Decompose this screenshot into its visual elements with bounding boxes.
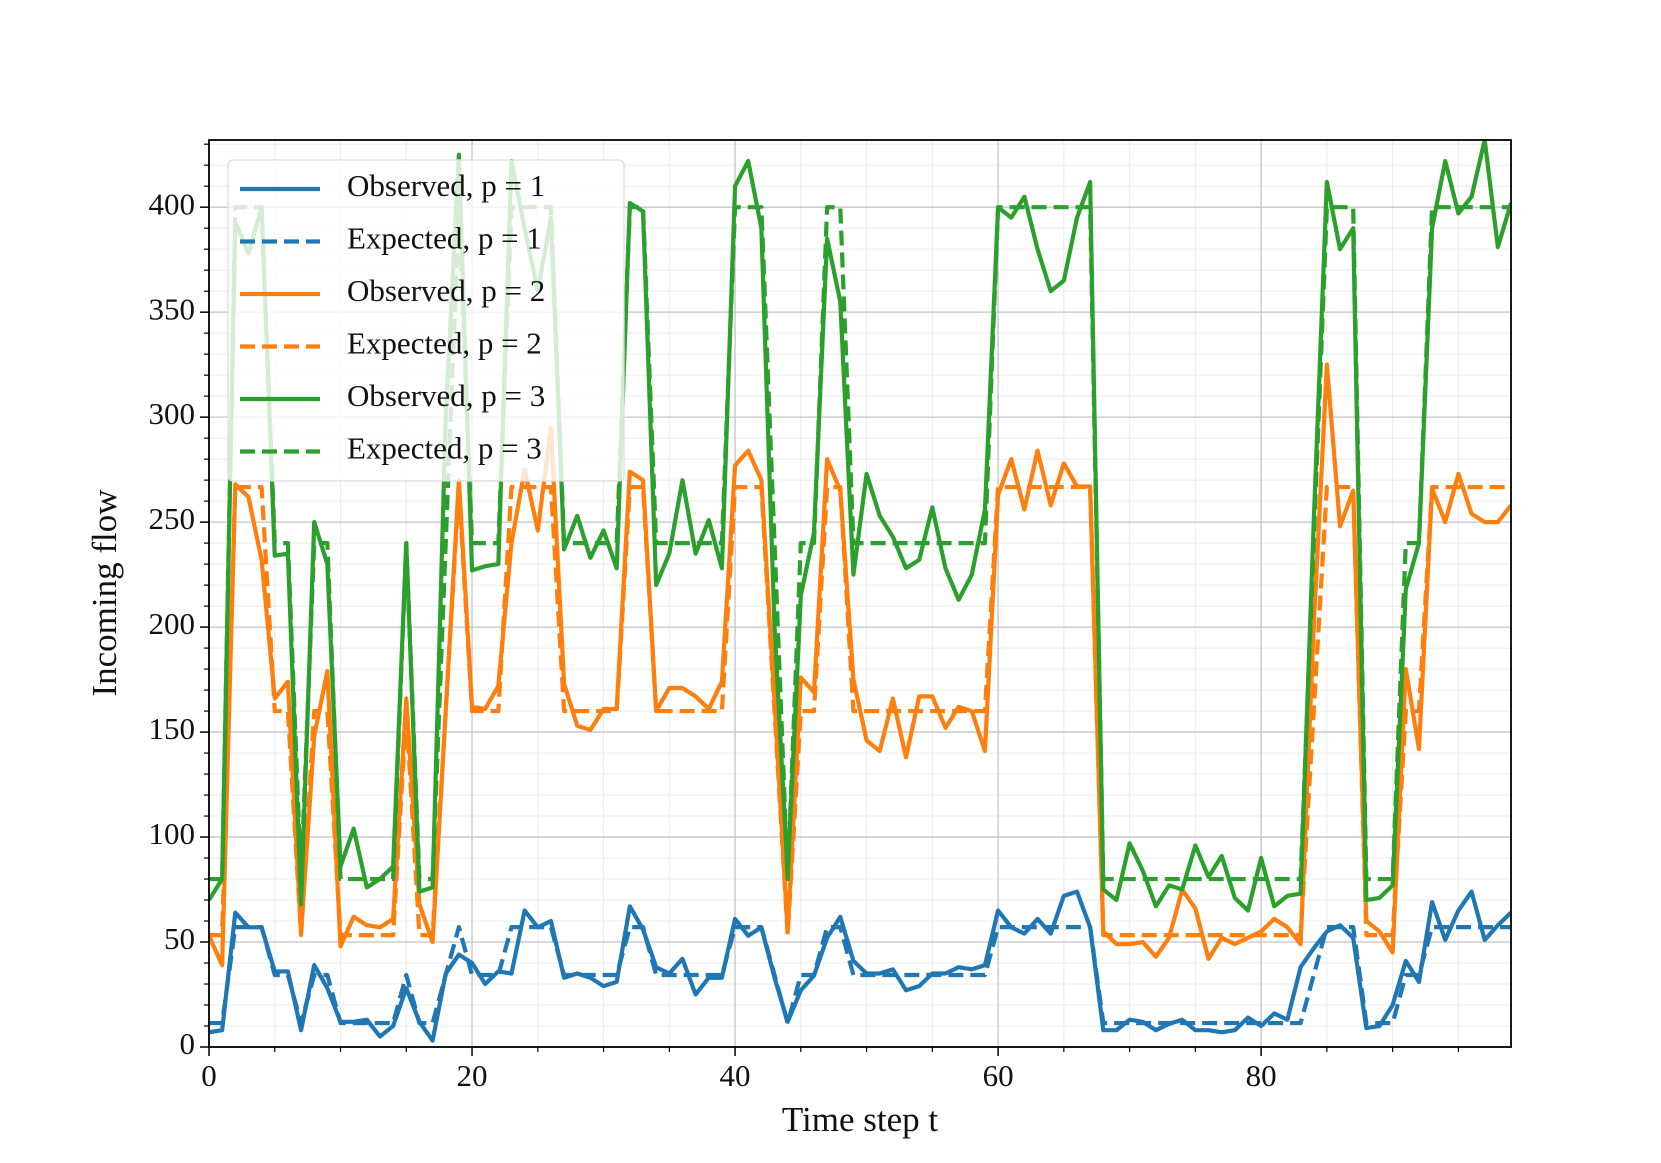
y-tick-label: 300 [149, 396, 196, 431]
series-line [209, 889, 1511, 1043]
x-tick-label: 40 [720, 1058, 751, 1093]
x-axis-label: Time step t [782, 1100, 939, 1139]
y-tick-label: 250 [149, 501, 196, 536]
x-tick-label: 60 [983, 1058, 1014, 1093]
legend-label: Expected, p = 3 [347, 431, 542, 466]
y-tick-label: 400 [149, 186, 196, 221]
x-tick-label: 20 [457, 1058, 488, 1093]
legend: Observed, p = 1 Expected, p = 1 Observed, … [227, 159, 625, 482]
y-tick-label: 150 [149, 711, 196, 746]
x-tick-label: 80 [1246, 1058, 1277, 1093]
series-line [209, 205, 1511, 882]
legend-label: Expected, p = 2 [347, 326, 542, 361]
series-line [209, 484, 1511, 938]
legend-label: Observed, p = 1 [347, 168, 545, 203]
legend-box [227, 159, 625, 482]
y-tick-label: 100 [149, 816, 196, 851]
plot-frame [208, 139, 1512, 1048]
legend-label: Observed, p = 2 [347, 273, 545, 308]
series-line [209, 925, 1511, 1026]
x-tick-label: 0 [201, 1058, 217, 1093]
y-tick-label: 0 [180, 1026, 196, 1061]
legend-label: Observed, p = 3 [347, 378, 545, 413]
y-tick-label: 350 [149, 291, 196, 326]
y-axis-label: Incoming flow [85, 489, 124, 697]
series-line [209, 362, 1511, 968]
series-line [209, 140, 1511, 913]
legend-label: Expected, p = 1 [347, 221, 542, 256]
y-tick-label: 200 [149, 606, 196, 641]
y-tick-label: 50 [164, 921, 195, 956]
plot-area [209, 140, 1511, 1043]
